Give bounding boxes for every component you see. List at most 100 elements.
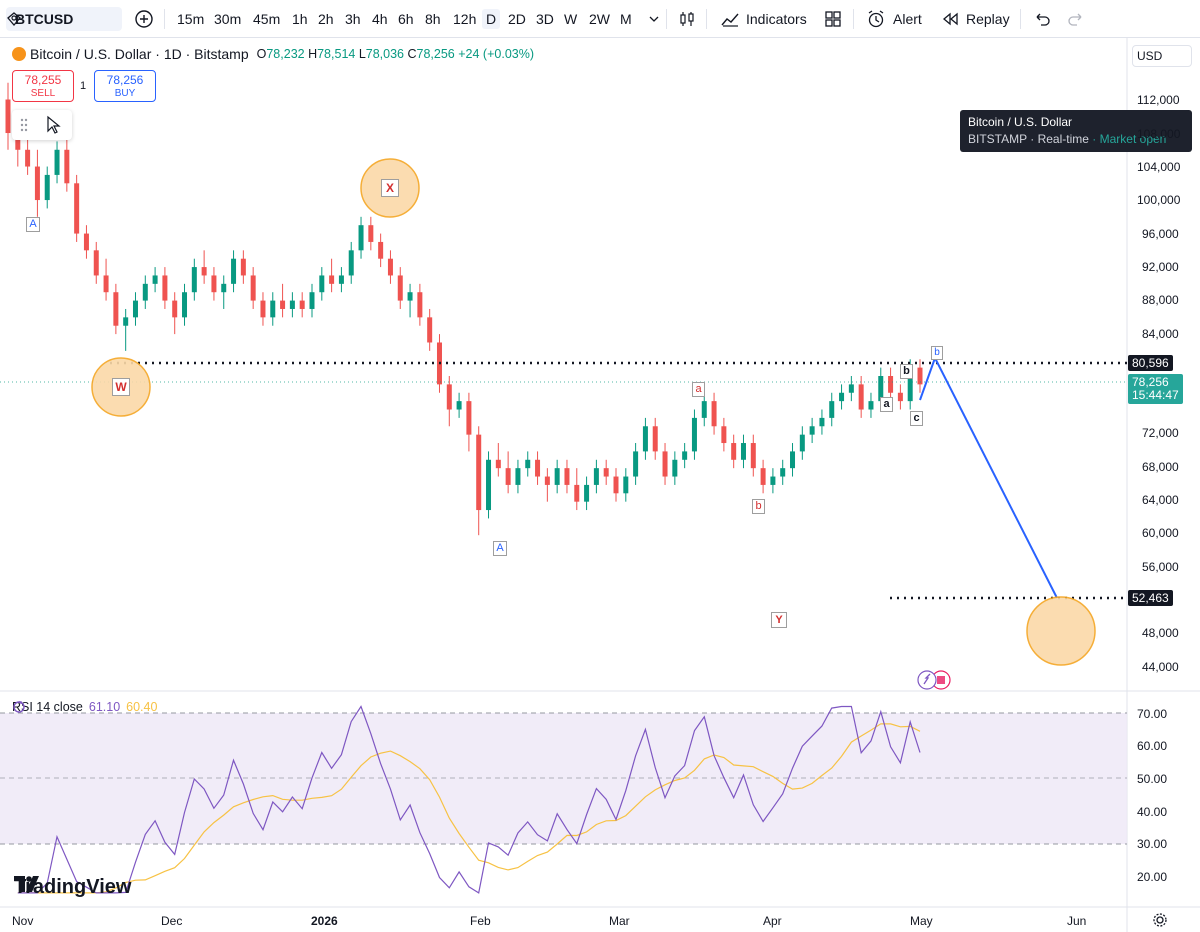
candle-body bbox=[564, 468, 570, 485]
wave-label-x[interactable]: X bbox=[381, 179, 399, 197]
wave-label-a-major-2[interactable]: A bbox=[493, 541, 507, 556]
buy-price: 78,256 bbox=[106, 73, 144, 87]
wave-label-a-small[interactable]: a bbox=[880, 397, 893, 412]
diamond-icon[interactable] bbox=[6, 11, 22, 27]
sell-button[interactable]: 78,255 SELL bbox=[12, 70, 74, 102]
price-tick: 44,000 bbox=[1142, 660, 1179, 674]
layout-icon[interactable] bbox=[823, 9, 843, 29]
candle-body bbox=[250, 275, 256, 301]
interval-w[interactable]: W bbox=[564, 11, 578, 27]
rsi-tick: 50.00 bbox=[1137, 772, 1168, 786]
rsi-ma-line bbox=[17, 723, 921, 894]
interval-6h[interactable]: 6h bbox=[398, 11, 414, 27]
projection-line[interactable] bbox=[934, 357, 1058, 599]
cursor-icon[interactable] bbox=[47, 115, 61, 134]
candle-body bbox=[848, 384, 854, 393]
undo-icon[interactable] bbox=[1032, 9, 1052, 29]
candle-body bbox=[221, 283, 227, 293]
interval-8h[interactable]: 8h bbox=[425, 11, 441, 27]
interval-d[interactable]: D bbox=[482, 9, 501, 29]
interval-3d[interactable]: 3D bbox=[536, 11, 554, 27]
high-value: 78,514 bbox=[317, 47, 356, 61]
candle-body bbox=[103, 275, 109, 293]
symbol-label: BTCUSD bbox=[15, 11, 74, 27]
projection-start-line[interactable] bbox=[919, 357, 936, 401]
open-value: 78,232 bbox=[266, 47, 305, 61]
interval-15m[interactable]: 15m bbox=[177, 11, 205, 27]
candle-body bbox=[535, 459, 541, 477]
refresh-icon[interactable] bbox=[12, 700, 26, 714]
close-label: C bbox=[407, 47, 417, 61]
price-tick: 104,000 bbox=[1137, 160, 1181, 174]
interval-3h[interactable]: 3h bbox=[345, 11, 361, 27]
alarm-clock-icon[interactable] bbox=[866, 9, 886, 29]
interval-45m[interactable]: 45m bbox=[253, 11, 281, 27]
candle-body bbox=[231, 258, 237, 284]
replay-button[interactable]: Replay bbox=[966, 11, 1010, 27]
indicators-icon[interactable] bbox=[720, 9, 740, 29]
price-tick: 68,000 bbox=[1142, 460, 1179, 474]
price-tick: 48,000 bbox=[1142, 626, 1179, 640]
settings-gear-icon[interactable] bbox=[1152, 912, 1168, 928]
redo-icon[interactable] bbox=[1066, 9, 1086, 29]
wave-label-a-minor[interactable]: a bbox=[692, 382, 705, 397]
wave-label-b-small[interactable]: b bbox=[900, 364, 913, 379]
time-label: Dec bbox=[161, 914, 183, 928]
drag-handle-icon[interactable] bbox=[20, 118, 28, 132]
indicators-button[interactable]: Indicators bbox=[746, 11, 807, 27]
high-label: H bbox=[308, 47, 318, 61]
symbol-search[interactable]: BTCUSD bbox=[6, 7, 122, 31]
rsi-line bbox=[17, 705, 921, 894]
interval-2d[interactable]: 2D bbox=[508, 11, 526, 27]
legend-title[interactable]: Bitcoin / U.S. Dollar · 1D · Bitstamp bbox=[30, 46, 249, 62]
low-value: 78,036 bbox=[365, 47, 405, 61]
candle-body bbox=[5, 99, 11, 134]
wave-label-y[interactable]: Y bbox=[771, 612, 787, 628]
interval-12h[interactable]: 12h bbox=[453, 11, 477, 27]
chevron-down-icon[interactable] bbox=[644, 9, 664, 29]
candle-body bbox=[878, 376, 884, 402]
replay-icon[interactable] bbox=[940, 9, 960, 29]
candle-body bbox=[299, 300, 305, 309]
add-symbol-icon[interactable] bbox=[134, 9, 154, 29]
quantity-value[interactable]: 1 bbox=[80, 80, 87, 92]
rsi-label[interactable]: RSI 14 close bbox=[12, 700, 83, 714]
candle-body bbox=[25, 149, 31, 167]
last-price-value: 78,256 bbox=[1132, 375, 1169, 389]
interval-1h[interactable]: 1h bbox=[292, 11, 308, 27]
interval-4h[interactable]: 4h bbox=[372, 11, 388, 27]
candle-body bbox=[711, 401, 717, 427]
wave-label-c-small[interactable]: c bbox=[910, 411, 923, 426]
candle-body bbox=[603, 468, 609, 477]
currency-selector[interactable]: USD bbox=[1132, 45, 1192, 67]
wave-label-a-major[interactable]: A bbox=[26, 217, 40, 232]
candle-body bbox=[672, 459, 678, 477]
level-tag-upper[interactable]: 80,596 bbox=[1128, 355, 1173, 371]
candle-body bbox=[907, 367, 913, 402]
candle-body bbox=[505, 468, 511, 485]
candle-body bbox=[240, 258, 246, 276]
rsi-tick: 70.00 bbox=[1137, 707, 1168, 721]
floating-tool-panel[interactable] bbox=[12, 110, 72, 140]
interval-2h[interactable]: 2h bbox=[318, 11, 334, 27]
candles-icon[interactable] bbox=[677, 9, 697, 29]
toolbar-separator bbox=[666, 9, 667, 29]
candle-body bbox=[162, 275, 168, 301]
interval-2w[interactable]: 2W bbox=[589, 11, 610, 27]
candles-group bbox=[5, 82, 923, 536]
level-tag-lower[interactable]: 52,463 bbox=[1128, 590, 1173, 606]
alert-button[interactable]: Alert bbox=[893, 11, 922, 27]
buy-button[interactable]: 78,256 BUY bbox=[94, 70, 156, 102]
candle-body bbox=[584, 484, 590, 502]
candle-body bbox=[387, 258, 393, 276]
last-price-tag: 78,256 15:44:47 bbox=[1128, 374, 1183, 404]
candle-body bbox=[456, 401, 462, 410]
interval-m[interactable]: M bbox=[620, 11, 632, 27]
wave-label-w[interactable]: W bbox=[112, 378, 130, 396]
wave-label-b-minor[interactable]: b bbox=[752, 499, 765, 514]
wave-circle-y-target[interactable] bbox=[1026, 596, 1096, 666]
interval-30m[interactable]: 30m bbox=[214, 11, 242, 27]
wave-label-b-blue[interactable]: b bbox=[931, 346, 943, 360]
tradingview-logo[interactable]: TradingView bbox=[14, 876, 131, 899]
